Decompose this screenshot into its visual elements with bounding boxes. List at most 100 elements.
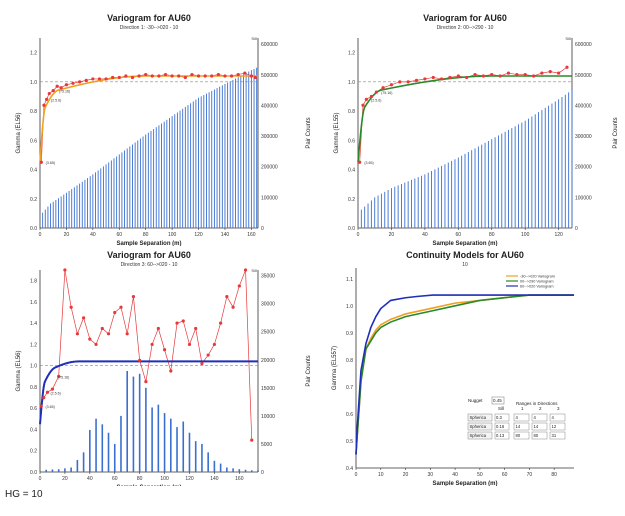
experimental-point <box>47 91 51 96</box>
experimental-point <box>225 294 229 299</box>
range-box <box>549 431 566 440</box>
y2-tick-label: 100000 <box>261 195 278 201</box>
y2-tick-label: 400000 <box>261 103 278 109</box>
range-value: 80 <box>516 433 521 438</box>
experimental-point <box>364 97 368 101</box>
y-axis-label: Gamma (EL56) <box>16 112 22 153</box>
x-tick-label: 80 <box>143 232 149 238</box>
experimental-point <box>113 310 117 315</box>
experimental-point <box>439 77 444 81</box>
y2-axis-label: Pair Counts <box>306 117 312 148</box>
experimental-point <box>389 83 394 87</box>
range-box <box>513 413 530 422</box>
sill-box <box>494 431 510 440</box>
y2-tick-label: 0 <box>261 470 264 476</box>
experimental-point <box>55 84 59 88</box>
y-tick-label: 1.0 <box>346 304 353 310</box>
experimental-point <box>69 305 73 309</box>
model-type-select <box>467 413 493 422</box>
x-tick-label: 0 <box>357 232 360 238</box>
experimental-point <box>42 395 46 400</box>
x-tick-label: 50 <box>477 472 483 478</box>
variogram-direction-1-panel: Variogram for AU60 Direction 1: -30-->020… <box>0 0 318 247</box>
experimental-point <box>200 361 204 366</box>
range-value: 31 <box>552 433 557 438</box>
point-annotation: (75.16) <box>58 375 69 379</box>
experimental-point <box>71 81 75 85</box>
experimental-point <box>144 72 148 77</box>
experimental-point <box>448 75 452 80</box>
experimental-point <box>84 78 88 82</box>
experimental-point <box>106 332 111 336</box>
chart-title: Variogram for AU60 <box>107 250 191 260</box>
experimental-point <box>196 74 201 78</box>
experimental-point <box>117 75 121 80</box>
y2-tick-label: 0 <box>261 226 264 232</box>
experimental-point <box>57 374 61 378</box>
x-axis-label: Sample Separation (m) <box>432 481 497 486</box>
point-annotation: (2.5.6) <box>50 391 60 395</box>
experimental-point <box>88 337 92 341</box>
y2-tick-label: 0 <box>575 226 578 232</box>
variogram-direction-1-chart: Variogram for AU60 Direction 1: -30-->020… <box>16 13 312 247</box>
y2-tick-label: 30000 <box>261 302 275 308</box>
x-tick-label: 60 <box>116 232 122 238</box>
y-tick-label: 0.8 <box>30 385 37 391</box>
variogram-model-curve <box>357 75 572 163</box>
experimental-point <box>236 72 240 77</box>
continuity-models-panel: Continuity Models for AU60 10 0 10 20 30 40 50 6… <box>318 246 625 487</box>
range-box <box>513 431 530 440</box>
experimental-point <box>358 160 362 164</box>
x-tick-label: 60 <box>112 476 118 482</box>
footer-caption: HG = 10 <box>5 489 43 500</box>
y-tick-label: 0.5 <box>346 439 353 445</box>
experimental-variogram-line <box>40 269 253 441</box>
experimental-point <box>63 268 67 272</box>
point-annotation: (75.16) <box>381 91 392 95</box>
experimental-point <box>369 94 373 99</box>
y2-tick-label: 10000 <box>261 414 275 420</box>
variogram-model-curve <box>39 75 258 163</box>
direction-header: 1 <box>521 406 524 411</box>
model-type-label: Spherica <box>470 424 487 429</box>
x-tick-label: 140 <box>210 476 219 482</box>
y2-tick-label: 300000 <box>261 134 278 140</box>
y-tick-label: 0.8 <box>346 358 353 364</box>
experimental-point <box>78 80 82 84</box>
x-tick-label: 120 <box>185 476 194 482</box>
y2-tick-label: 600000 <box>575 42 592 48</box>
experimental-point <box>398 80 402 84</box>
legend-label: 60-->020 Variogram <box>520 285 554 289</box>
x-tick-label: 40 <box>90 232 96 238</box>
range-box <box>531 422 548 431</box>
experimental-point <box>177 74 181 78</box>
y2-axis-label: Pair Counts <box>613 117 619 148</box>
x-tick-label: 140 <box>221 232 230 238</box>
y2-tick-label: 500000 <box>261 73 278 79</box>
y-tick-label: 0.2 <box>30 449 37 455</box>
point-annotation: (2.5.6) <box>371 98 381 102</box>
x-tick-label: 70 <box>527 472 533 478</box>
x-tick-label: 20 <box>64 232 70 238</box>
range-box <box>531 431 548 440</box>
experimental-point <box>97 77 102 81</box>
sill-label: Sill <box>251 36 256 41</box>
variogram-direction-3-chart: Variogram for AU60 Direction 3: 60-->020 … <box>16 250 312 491</box>
experimental-point <box>490 72 494 77</box>
experimental-point <box>45 390 50 394</box>
y-tick-label: 1.2 <box>348 51 355 57</box>
point-annotation: (75.16) <box>59 90 70 94</box>
range-box <box>549 422 566 431</box>
x-tick-label: 120 <box>554 232 563 238</box>
experimental-point <box>59 86 63 90</box>
experimental-point <box>243 71 247 75</box>
y-axis-label: Gamma (EL56) <box>16 350 22 391</box>
experimental-point <box>94 342 98 347</box>
y2-tick-label: 600000 <box>261 42 278 48</box>
experimental-point <box>144 380 148 384</box>
y-tick-label: 0.6 <box>348 138 355 144</box>
y-tick-label: 1.0 <box>30 80 37 86</box>
experimental-point <box>481 74 485 78</box>
continuity-models-chart: Continuity Models for AU60 10 0 10 20 30 40 50 6… <box>332 250 574 487</box>
y-tick-label: 0.6 <box>30 406 37 412</box>
